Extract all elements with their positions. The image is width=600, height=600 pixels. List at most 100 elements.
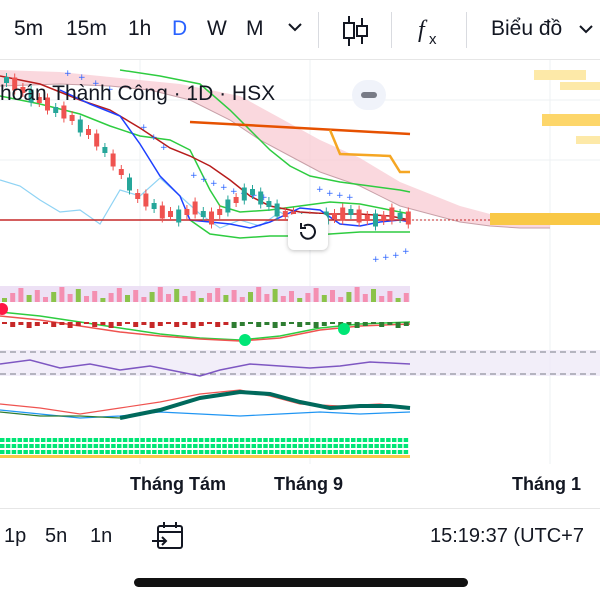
signal-bar: [175, 444, 180, 448]
chart-pane[interactable]: ++++ +++ ++++ ++++ ++++ ++++: [0, 60, 600, 508]
range-1n[interactable]: 1n: [90, 525, 113, 547]
signal-bar: [193, 438, 198, 442]
signal-bar: [181, 444, 186, 448]
range-1p[interactable]: 1p: [4, 525, 27, 547]
svg-text:+: +: [160, 143, 168, 153]
time-axis: Tháng Tám Tháng 9 Tháng 1: [0, 464, 600, 508]
signal-bar: [128, 438, 134, 442]
signal-bar: [93, 444, 99, 448]
top-toolbar: 5m 15m 1h D W M f x Biểu đồ: [0, 0, 600, 60]
signal-bar: [216, 444, 221, 448]
timeframe-w[interactable]: W: [207, 17, 227, 40]
signal-bar: [0, 438, 5, 442]
macd-bar: [207, 322, 212, 324]
calendar-goto-icon[interactable]: [150, 519, 186, 555]
signal-bar: [140, 444, 145, 448]
x-label: Tháng 1: [512, 474, 582, 494]
more-icon[interactable]: [352, 80, 386, 110]
timeframe-m[interactable]: M: [246, 17, 264, 40]
signal-bar: [210, 438, 216, 442]
macd-bar: [223, 322, 229, 325]
signal-bar: [23, 438, 28, 442]
timeframe-d[interactable]: D: [172, 17, 188, 40]
x-label: Tháng 9: [274, 474, 344, 494]
signal-bar: [70, 450, 75, 454]
signal-bar: [5, 444, 11, 448]
volume-bar: [125, 295, 130, 302]
volume-bar: [239, 297, 245, 302]
macd-bar: [264, 322, 270, 325]
chevron-down-icon[interactable]: [578, 22, 594, 36]
signal-bar: [239, 444, 245, 448]
macd-bar: [108, 322, 114, 328]
volume-bar: [207, 293, 212, 302]
signal-bar: [17, 450, 23, 454]
signal-bar: [134, 438, 140, 442]
timeframe-1h[interactable]: 1h: [128, 17, 152, 40]
signal-bar: [292, 444, 297, 448]
home-indicator[interactable]: [134, 578, 468, 587]
signal-bar: [397, 444, 403, 448]
svg-text:+: +: [78, 73, 86, 83]
signal-bar: [122, 450, 128, 454]
signal-bar: [403, 438, 409, 442]
candle: [381, 215, 387, 221]
signal-bar: [117, 450, 122, 454]
signal-bar: [140, 438, 145, 442]
signal-bar: [356, 438, 362, 442]
signal-bar: [204, 450, 210, 454]
toolbar-divider: [318, 12, 319, 48]
layout-menu[interactable]: Biểu đồ: [491, 17, 563, 40]
signal-bar: [58, 450, 63, 454]
signal-bar: [87, 450, 93, 454]
volume-bar: [166, 294, 171, 302]
signal-bar: [76, 444, 81, 448]
signal-bar: [304, 450, 309, 454]
signal-bar: [374, 450, 379, 454]
signal-bar: [146, 444, 151, 448]
candle: [94, 133, 100, 147]
signal-bar: [117, 444, 122, 448]
macd-bar: [116, 322, 122, 326]
timeframe-15m[interactable]: 15m: [66, 17, 107, 40]
candlestick-icon[interactable]: [337, 12, 373, 50]
macd-bar: [379, 322, 385, 327]
fx-icon[interactable]: f x: [412, 12, 448, 50]
chevron-down-icon[interactable]: [286, 18, 304, 36]
toolbar-divider: [466, 12, 467, 48]
clock-readout[interactable]: 15:19:37 (UTC+7: [430, 525, 584, 547]
signal-bar: [391, 450, 397, 454]
signal-bar: [146, 450, 151, 454]
signal-bar: [310, 450, 315, 454]
signal-bar: [333, 438, 338, 442]
macd-bar: [313, 322, 319, 328]
macd-bar: [18, 322, 24, 325]
volume-bar: [338, 297, 344, 302]
candle: [364, 215, 370, 221]
macd-bar: [231, 322, 237, 328]
bottom-toolbar: 1p 5n 1n 15:19:37 (UTC+7: [0, 508, 600, 568]
signal-bar: [339, 438, 344, 442]
signal-bar: [157, 450, 163, 454]
range-5n[interactable]: 5n: [45, 525, 68, 547]
macd-bar: [297, 322, 303, 327]
svg-text:+: +: [220, 183, 228, 193]
signal-bar: [187, 444, 192, 448]
signal-bar: [391, 444, 397, 448]
chart-canvas[interactable]: ++++ +++ ++++ ++++ ++++ ++++: [0, 60, 600, 508]
timeframe-5m[interactable]: 5m: [14, 17, 44, 40]
reset-button[interactable]: [288, 214, 328, 250]
candle: [389, 207, 395, 221]
volume-bar: [362, 294, 368, 302]
signal-bar: [292, 438, 297, 442]
signal-bar: [40, 438, 46, 442]
signal-bar: [351, 450, 356, 454]
signal-bar: [210, 444, 216, 448]
signal-bar: [46, 444, 52, 448]
macd-bar: [395, 322, 401, 328]
volume-bar: [297, 298, 303, 302]
symbol-title[interactable]: hoán Thành Công · 1D · HSX: [0, 82, 276, 105]
macd-bar: [330, 322, 335, 324]
signal-bar: [269, 450, 274, 454]
candle: [282, 211, 288, 217]
